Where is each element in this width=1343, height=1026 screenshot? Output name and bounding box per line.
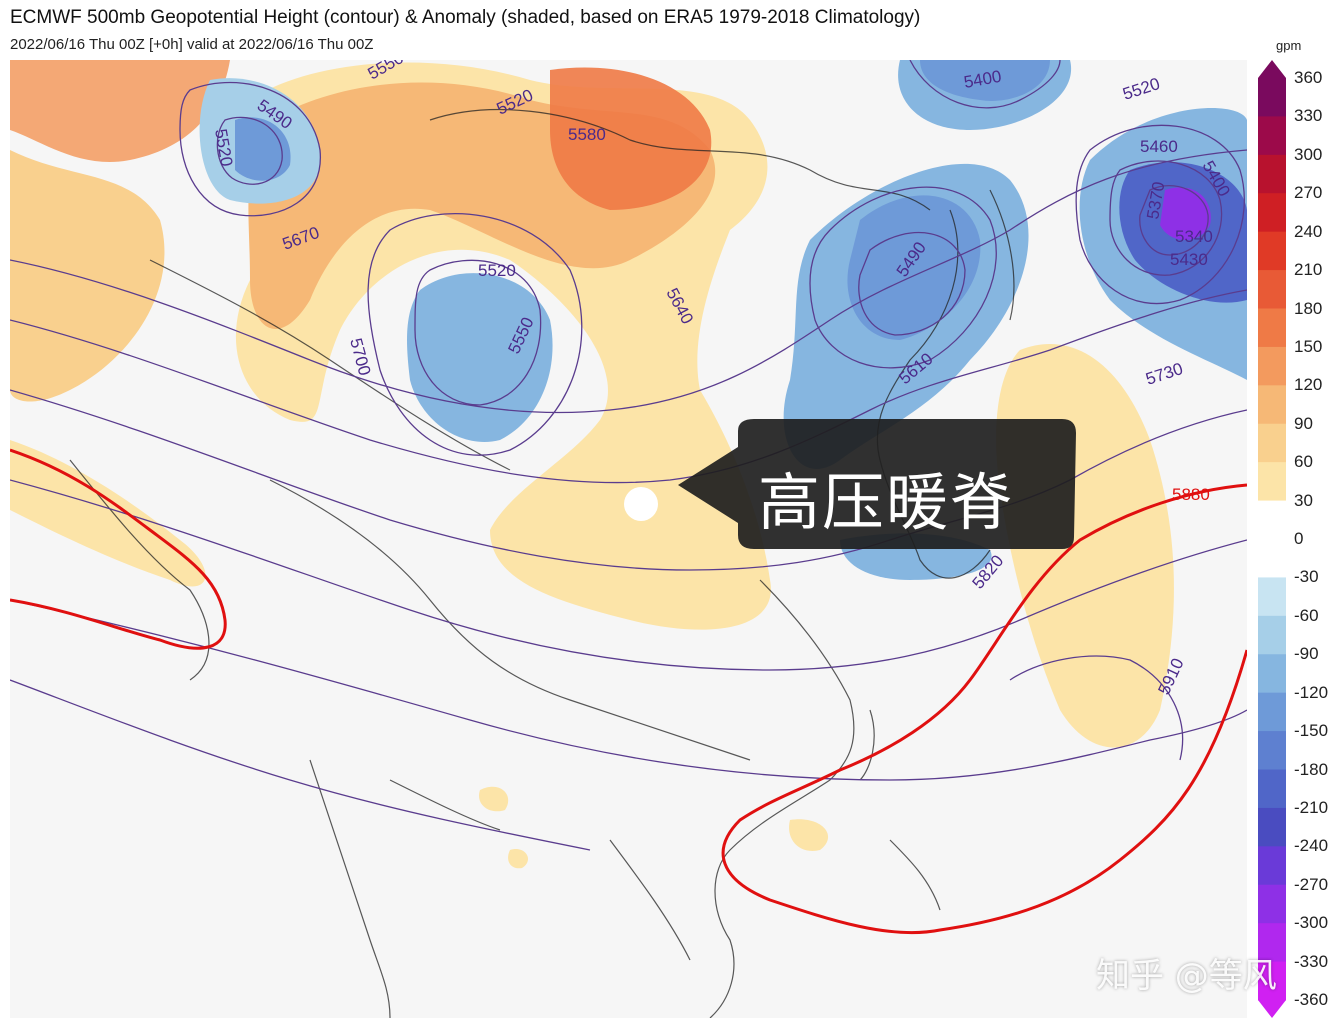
colorbar-cell xyxy=(1258,116,1286,156)
contour-label: 5700 xyxy=(346,336,374,377)
colorbar-tick-label: -240 xyxy=(1294,836,1329,856)
colorbar-tick-label: -270 xyxy=(1294,874,1329,894)
colorbar-cell xyxy=(1258,308,1286,348)
contour-label: 5520 xyxy=(1120,74,1162,104)
contour-label: 5580 xyxy=(568,125,606,144)
map-svg: 5520 5490 5550 5520 5580 5670 5520 5550 … xyxy=(10,60,1247,1018)
colorbar-cell xyxy=(1258,500,1286,540)
colorbar-tick-label: 270 xyxy=(1294,183,1323,203)
colorbar-cells xyxy=(1258,78,1286,1001)
colorbar-cell xyxy=(1258,462,1286,502)
colorbar-tick-label: 330 xyxy=(1294,106,1323,126)
colorbar-tick-label: -90 xyxy=(1294,644,1319,664)
chart-title: ECMWF 500mb Geopotential Height (contour… xyxy=(10,7,921,28)
colorbar-cell xyxy=(1258,923,1286,963)
colorbar-cell xyxy=(1258,731,1286,770)
colorbar-tick-label: 240 xyxy=(1294,221,1323,241)
colorbar-bottom-arrow xyxy=(1258,1000,1286,1018)
colorbar-cell xyxy=(1258,78,1286,117)
colorbar-tick-label: 90 xyxy=(1294,413,1313,433)
colorbar-cell xyxy=(1258,615,1286,655)
colorbar-cell xyxy=(1258,193,1286,233)
colorbar-tick-label: -180 xyxy=(1294,759,1329,779)
colorbar-tick-label: 0 xyxy=(1294,529,1304,548)
colorbar-cell xyxy=(1258,231,1286,271)
colorbar-tick-label: -210 xyxy=(1294,797,1329,817)
colorbar-cell xyxy=(1258,769,1286,809)
colorbar-cell xyxy=(1258,692,1286,732)
contour-label: 5460 xyxy=(1140,137,1178,156)
cold-anomaly-layer xyxy=(199,60,1247,580)
colorbar-cell xyxy=(1258,154,1286,194)
colorbar-cell xyxy=(1258,539,1286,578)
colorbar-tick-label: 300 xyxy=(1294,144,1323,164)
colorbar-tick-label: 360 xyxy=(1294,68,1323,87)
contour-5880-label: 5880 xyxy=(1172,485,1210,504)
colorbar-tick-label: -150 xyxy=(1294,721,1329,741)
colorbar-tick-label: 180 xyxy=(1294,298,1323,318)
coastline-layer xyxy=(69,109,1015,1018)
watermark: 知乎 @等风 xyxy=(1096,956,1277,996)
colorbar-cell xyxy=(1258,577,1286,617)
colorbar-top-arrow xyxy=(1258,60,1286,78)
colorbar-cell xyxy=(1258,807,1286,847)
callout-label: 高压暖脊 xyxy=(758,466,1015,539)
warm-anomaly-layer xyxy=(10,60,1174,869)
colorbar-tick-label: 150 xyxy=(1294,336,1323,356)
colorbar-cell xyxy=(1258,423,1286,463)
colorbar-tick-label: 30 xyxy=(1294,490,1313,510)
colorbar-tick-label: 120 xyxy=(1294,375,1323,395)
colorbar-cell xyxy=(1258,385,1286,425)
colorbar-cell xyxy=(1258,270,1286,309)
colorbar-tick-label: 210 xyxy=(1294,260,1323,280)
colorbar-tick-label: -330 xyxy=(1294,951,1329,971)
contour-label: 5520 xyxy=(478,261,516,280)
contour-label: 5430 xyxy=(1170,250,1208,269)
contour-label: 5340 xyxy=(1175,227,1213,246)
colorbar-cell xyxy=(1258,884,1286,924)
callout-box xyxy=(678,419,1076,549)
colorbar-tick-label: -60 xyxy=(1294,605,1319,625)
colorbar-tick-label: -120 xyxy=(1294,682,1329,702)
colorbar xyxy=(1258,60,1286,1018)
colorbar-cell xyxy=(1258,846,1286,886)
colorbar-cell xyxy=(1258,654,1286,694)
colorbar-tick-label: -30 xyxy=(1294,567,1319,587)
colorbar-tick-label: 60 xyxy=(1294,452,1313,472)
contour-5880 xyxy=(10,448,1247,935)
contour-label: 5730 xyxy=(1143,359,1185,389)
colorbar-cell xyxy=(1258,961,1286,1001)
colorbar-tick-label: -360 xyxy=(1294,990,1329,1009)
colorbar-cell xyxy=(1258,346,1286,386)
chart-subtitle: 2022/06/16 Thu 00Z [+0h] valid at 2022/0… xyxy=(10,36,374,53)
ridge-marker-dot xyxy=(624,487,658,521)
colorbar-tick-label: -300 xyxy=(1294,913,1329,933)
colorbar-unit: gpm xyxy=(1276,38,1302,53)
